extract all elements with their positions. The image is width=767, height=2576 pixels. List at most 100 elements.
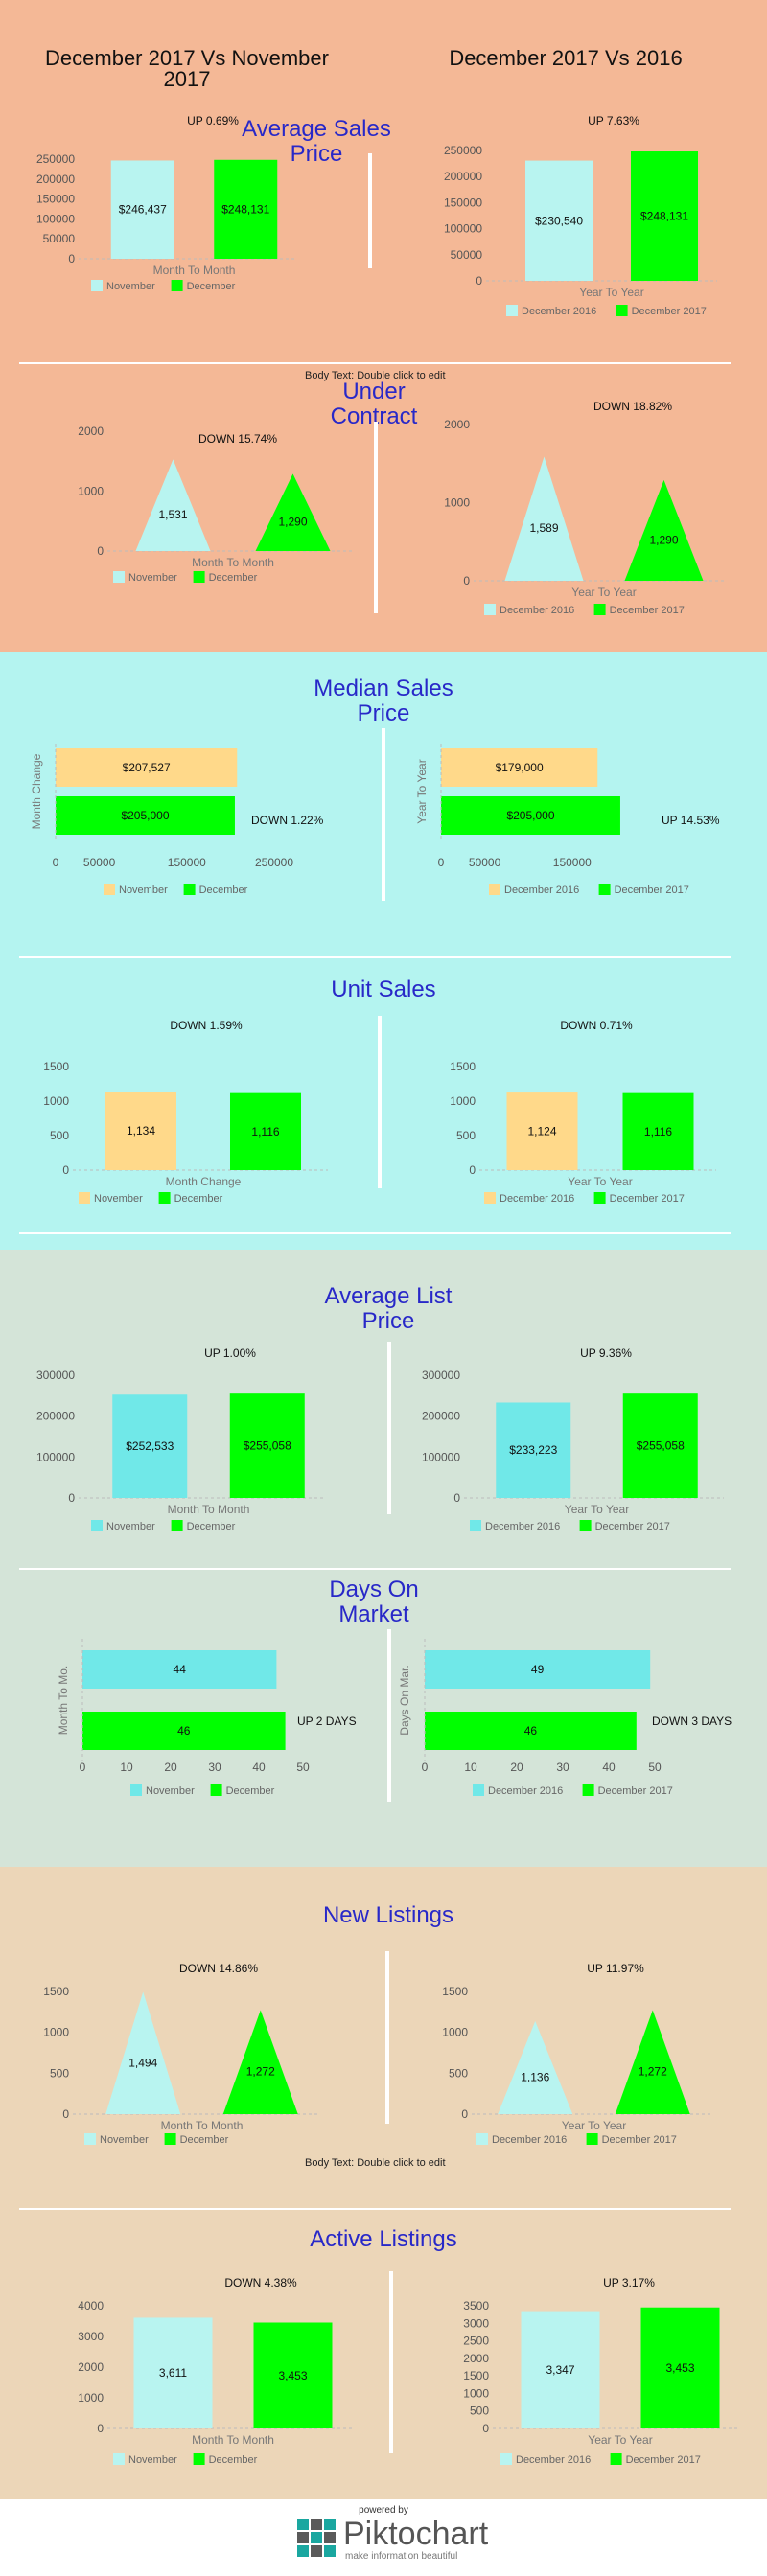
piktochart-logo-icon[interactable]	[297, 2518, 336, 2557]
legend-swatch	[113, 571, 125, 583]
x-axis-label: Year To Year	[571, 586, 636, 599]
y-tick-label: 2000	[78, 2360, 104, 2374]
bar	[425, 1650, 651, 1689]
bar	[521, 2311, 600, 2428]
legend-swatch	[484, 1192, 496, 1204]
bar	[230, 1092, 301, 1170]
bar	[525, 160, 593, 281]
bar	[82, 1650, 277, 1689]
change-label: DOWN 1.22%	[251, 814, 324, 827]
legend-swatch	[593, 1192, 606, 1204]
legend-swatch	[158, 1192, 171, 1204]
data-label: $179,000	[496, 761, 544, 774]
data-label: 3,611	[159, 2366, 187, 2380]
legend-label: December 2016	[500, 605, 574, 616]
y-tick-label: 1500	[43, 1985, 69, 1998]
triangle-mark	[498, 2021, 573, 2114]
divider	[19, 956, 731, 958]
change-label: UP 14.53%	[662, 814, 720, 827]
y-tick-label: 100000	[36, 1450, 75, 1463]
bar	[622, 1092, 694, 1170]
legend-swatch	[579, 1520, 592, 1531]
column-divider	[374, 422, 378, 613]
y-tick-label: 50000	[43, 232, 76, 245]
legend-label: December	[226, 1785, 275, 1797]
y-tick-label: 1000	[43, 1094, 69, 1108]
x-tick-label: 30	[556, 1760, 569, 1774]
y-tick-label: 100000	[444, 222, 482, 236]
data-label: 1,272	[639, 2065, 667, 2079]
legend-label: November	[146, 1785, 195, 1797]
legend-label: November	[128, 2454, 177, 2466]
legend-swatch	[193, 571, 205, 583]
legend-label: November	[100, 2134, 149, 2146]
y-tick-label: 0	[97, 2422, 104, 2435]
column-divider	[387, 1342, 391, 1514]
y-tick-label: 0	[469, 1163, 476, 1177]
change-label: UP 11.97%	[587, 1962, 644, 1975]
y-tick-label: 1000	[463, 2386, 489, 2400]
legend-swatch	[489, 884, 500, 895]
x-tick-label: 50000	[83, 856, 116, 869]
triangle-mark	[615, 2010, 690, 2114]
change-label: UP 7.63%	[588, 114, 639, 127]
legend-swatch	[171, 1520, 183, 1531]
legend-swatch	[91, 1520, 103, 1531]
bar	[425, 1712, 637, 1750]
y-tick-label: 200000	[444, 170, 482, 183]
data-label: 3,453	[278, 2369, 307, 2382]
change-label: UP 3.17%	[603, 2276, 655, 2289]
bar	[214, 159, 278, 259]
y-tick-label: 500	[50, 1129, 69, 1142]
divider	[19, 1568, 731, 1570]
y-tick-label: 200000	[36, 172, 75, 186]
x-tick-label: 50	[648, 1760, 662, 1774]
bar	[506, 1092, 578, 1170]
bar	[229, 1393, 305, 1498]
legend-label: December	[174, 1193, 223, 1205]
data-label: $230,540	[535, 214, 583, 227]
legend-label: December 2017	[615, 885, 689, 896]
body-text-placeholder-2[interactable]: Body Text: Double click to edit	[305, 2157, 446, 2169]
y-tick-label: 1000	[43, 2026, 69, 2039]
legend-swatch	[598, 884, 611, 895]
y-tick-label: 0	[453, 1491, 460, 1505]
legend-label: December 2016	[522, 306, 596, 317]
data-label: $248,131	[640, 210, 688, 223]
legend-label: December 2016	[500, 1193, 574, 1205]
legend-label: December	[209, 572, 258, 584]
data-label: 1,136	[521, 2071, 549, 2084]
y-tick-label: 150000	[444, 196, 482, 209]
legend-swatch	[610, 2453, 622, 2465]
piktochart-brand-name[interactable]: Piktochart	[343, 2516, 489, 2552]
bar	[496, 1402, 571, 1498]
data-label: 49	[531, 1663, 545, 1676]
data-label: 1,116	[251, 1125, 279, 1138]
y-tick-label: 1000	[78, 485, 104, 498]
legend-label: December	[180, 2134, 229, 2146]
legend-label: December 2016	[516, 2454, 591, 2466]
y-tick-label: 500	[449, 2066, 468, 2080]
y-axis-label: Month To Mo.	[57, 1666, 70, 1735]
legend-label: December	[209, 2454, 258, 2466]
legend-label: December	[199, 885, 248, 896]
x-axis-label: Month To Month	[192, 556, 274, 569]
y-tick-label: 3000	[463, 2316, 489, 2330]
x-axis-label: Month To Month	[168, 1503, 250, 1516]
y-tick-label: 2500	[463, 2334, 489, 2348]
y-tick-label: 1000	[78, 2391, 104, 2404]
y-tick-label: 1500	[43, 1060, 69, 1073]
legend-swatch	[210, 1784, 222, 1796]
data-label: 46	[177, 1724, 191, 1737]
triangle-mark	[135, 459, 211, 551]
y-tick-label: 3000	[78, 2330, 104, 2343]
body-text-placeholder-1[interactable]: Body Text: Double click to edit	[305, 370, 446, 381]
legend-swatch	[473, 1784, 484, 1796]
column-divider	[382, 728, 385, 901]
y-tick-label: 200000	[36, 1410, 75, 1423]
change-label: DOWN 14.86%	[179, 1962, 258, 1975]
triangle-mark	[504, 456, 584, 581]
x-tick-label: 10	[120, 1760, 133, 1774]
y-tick-label: 0	[476, 274, 482, 288]
data-label: $248,131	[221, 202, 269, 216]
